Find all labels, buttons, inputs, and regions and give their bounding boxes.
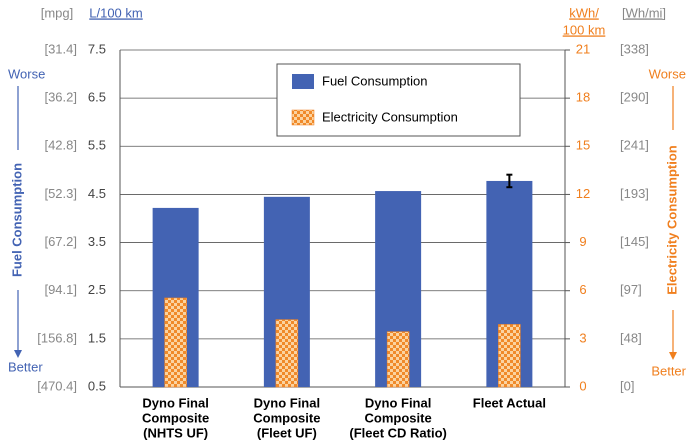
arrow-head [14,350,22,358]
better-right: Better [651,363,686,378]
better-left: Better [8,359,43,374]
y2-label: Electricity Consumption [664,145,679,295]
y2-tick-label: 21 [576,41,590,56]
y-alt-tick-label: [156.8] [37,330,77,345]
y-tick-label: 3.5 [88,234,106,249]
y2-tick-label: 9 [579,234,586,249]
label-bg [665,130,681,310]
x-tick-label: (Fleet CD Ratio) [349,425,447,440]
y2-tick-label: 0 [579,378,586,393]
legend-box [276,63,521,137]
y2-tick-label: 18 [576,90,590,105]
y2-tick-label: 6 [579,282,586,297]
y-alt-tick-label: [52.3] [44,186,77,201]
x-tick-label: Fleet Actual [473,395,546,410]
y2-alt-unit: [Wh/mi] [622,5,666,20]
y-tick-label: 7.5 [88,41,106,56]
y-tick-label: 2.5 [88,282,106,297]
y-tick-label: 5.5 [88,138,106,153]
x-tick-label: Dyno Final [254,395,320,410]
y2-alt-tick-label: [338] [620,41,649,56]
x-tick-label: (NHTS UF) [143,425,208,440]
label-bg [10,150,26,290]
y-tick-label: 1.5 [88,330,106,345]
y2-alt-tick-label: [241] [620,138,649,153]
y-alt-tick-label: [470.4] [37,378,77,393]
y-label: Fuel Consumption [9,163,24,277]
y-unit: L/100 km [89,5,142,20]
y-alt-tick-label: [36.2] [44,90,77,105]
y-alt-tick-label: [42.8] [44,138,77,153]
y-alt-unit: [mpg] [41,5,74,20]
y2-unit: 100 km [563,22,606,37]
y2-tick-label: 15 [576,138,590,153]
bar [164,297,187,388]
bar [275,319,299,388]
y-alt-tick-label: [67.2] [44,234,77,249]
legend-label: Electricity Consumption [322,109,458,124]
legend-swatch [292,74,314,89]
bar [498,324,521,388]
y2-alt-tick-label: [0] [620,378,634,393]
y-tick-label: 0.5 [88,378,106,393]
y-alt-tick-label: [31.4] [44,41,77,56]
y2-unit: kWh/ [569,5,599,20]
y2-alt-tick-label: [48] [620,330,642,345]
arrow-head [669,352,677,360]
y2-alt-tick-label: [290] [620,90,649,105]
x-tick-label: (Fleet UF) [257,425,317,440]
y2-tick-label: 3 [579,330,586,345]
worse-left: Worse [8,66,45,81]
y-tick-label: 6.5 [88,90,106,105]
x-tick-label: Composite [253,410,320,425]
legend-label: Fuel Consumption [322,73,428,88]
x-tick-label: Composite [142,410,209,425]
worse-right: Worse [649,66,686,81]
error-bar [506,173,513,189]
y2-tick-label: 12 [576,186,590,201]
y2-alt-tick-label: [193] [620,186,649,201]
legend-swatch [291,109,315,126]
y-tick-label: 4.5 [88,186,106,201]
y-alt-tick-label: [94.1] [44,282,77,297]
bar [386,331,410,388]
y2-alt-tick-label: [97] [620,282,642,297]
y2-alt-tick-label: [145] [620,234,649,249]
x-tick-label: Composite [365,410,432,425]
x-tick-label: Dyno Final [365,395,431,410]
x-tick-label: Dyno Final [142,395,208,410]
